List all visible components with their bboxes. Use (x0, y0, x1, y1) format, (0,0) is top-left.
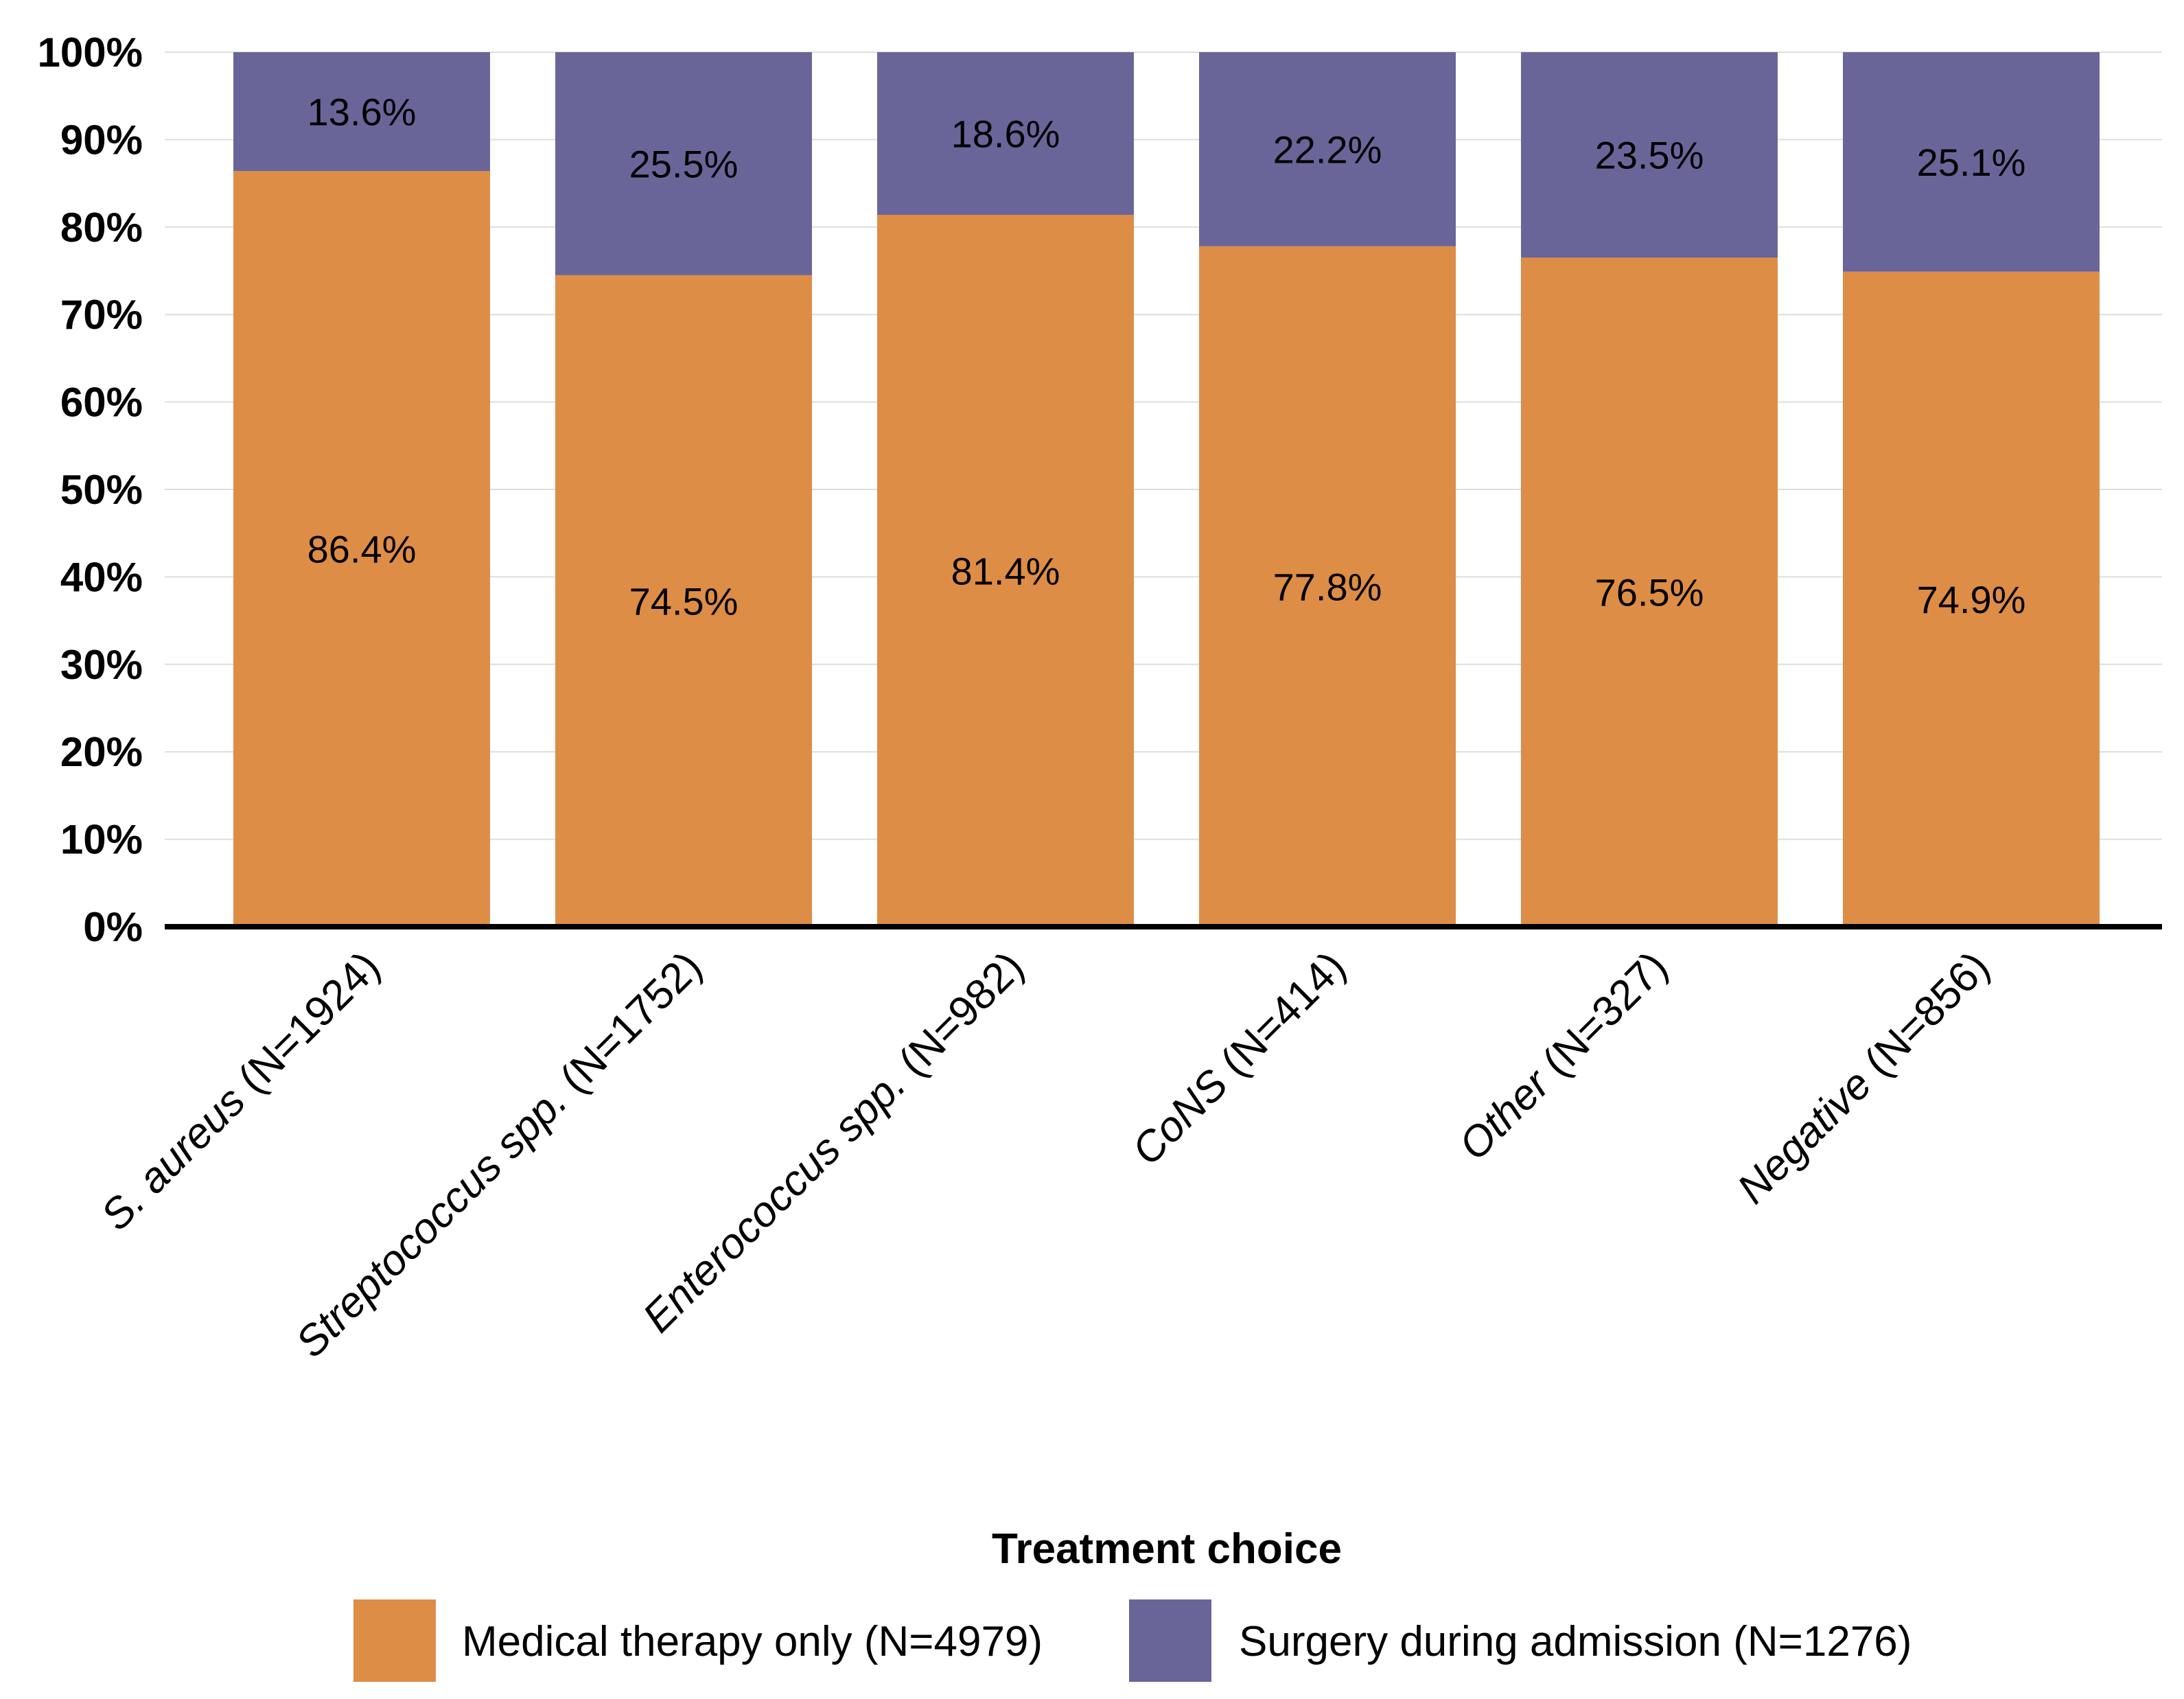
legend-swatch-surgery (1129, 1599, 1211, 1682)
legend-label-medical-therapy: Medical therapy only (N=4979) (462, 1618, 1043, 1665)
data-label-surgery: 22.2% (1273, 128, 1382, 171)
x-axis-ticks: S. aureus (N=1924)Streptococcus spp. (N=… (92, 943, 1999, 1367)
x-tick-label: S. aureus (N=1924) (92, 943, 389, 1240)
data-label-surgery: 25.5% (629, 142, 739, 185)
data-labels: 86.4% 13.6% 74.5% 25.5% 81.4% 18.6% 77.8% 22.2%… (307, 91, 2026, 623)
legend-title: Treatment choice (992, 1525, 1342, 1573)
y-axis-ticks: 0% 10% 20% 30% 40% 50% 60% 70% 80% 90% 100% (38, 30, 143, 950)
data-label-medical-therapy: 81.4% (951, 549, 1060, 592)
bar-surgery (555, 52, 812, 275)
data-label-medical-therapy: 76.5% (1595, 571, 1704, 614)
bar-medical-therapy (233, 171, 490, 927)
y-tick-label: 70% (60, 292, 143, 338)
data-label-medical-therapy: 77.8% (1273, 565, 1382, 608)
bar-surgery (1843, 52, 2100, 272)
y-tick-label: 50% (60, 467, 143, 513)
bar-medical-therapy (1199, 246, 1456, 927)
legend-label-surgery: Surgery during admission (N=1276) (1239, 1618, 1912, 1665)
y-tick-label: 0% (83, 904, 143, 950)
bar-surgery (877, 52, 1134, 215)
bar-medical-therapy (1843, 271, 2100, 927)
data-label-surgery: 25.1% (1917, 141, 2026, 184)
y-tick-label: 60% (60, 380, 143, 426)
x-tick-label: Enterococcus spp. (N=982) (634, 943, 1033, 1341)
gridlines (165, 51, 2162, 840)
bar-surgery (1521, 52, 1778, 258)
y-tick-label: 90% (60, 117, 143, 163)
data-label-surgery: 13.6% (307, 91, 417, 134)
y-tick-label: 20% (60, 729, 143, 775)
legend: Treatment choice Medical therapy only (N… (353, 1525, 1912, 1682)
data-label-surgery: 18.6% (951, 112, 1060, 155)
bar-medical-therapy (1521, 257, 1778, 927)
bar-medical-therapy (877, 214, 1134, 927)
bar-surgery (1199, 52, 1456, 246)
data-label-medical-therapy: 74.5% (629, 579, 739, 623)
y-tick-label: 10% (60, 817, 143, 863)
x-tick-label: Negative (N=856) (1728, 943, 1999, 1213)
x-tick-label: CoNS (N=414) (1123, 943, 1355, 1175)
bar-surgery (233, 52, 490, 172)
data-label-surgery: 23.5% (1595, 134, 1704, 177)
bars (233, 52, 2100, 927)
y-tick-label: 100% (38, 30, 143, 76)
y-tick-label: 80% (60, 205, 143, 251)
data-label-medical-therapy: 86.4% (307, 528, 417, 571)
y-tick-label: 40% (60, 554, 143, 600)
y-tick-label: 30% (60, 642, 143, 688)
legend-swatch-medical-therapy (353, 1599, 436, 1682)
x-tick-label: Other (N=327) (1450, 943, 1677, 1169)
bar-medical-therapy (555, 275, 812, 927)
data-label-medical-therapy: 74.9% (1917, 578, 2026, 621)
